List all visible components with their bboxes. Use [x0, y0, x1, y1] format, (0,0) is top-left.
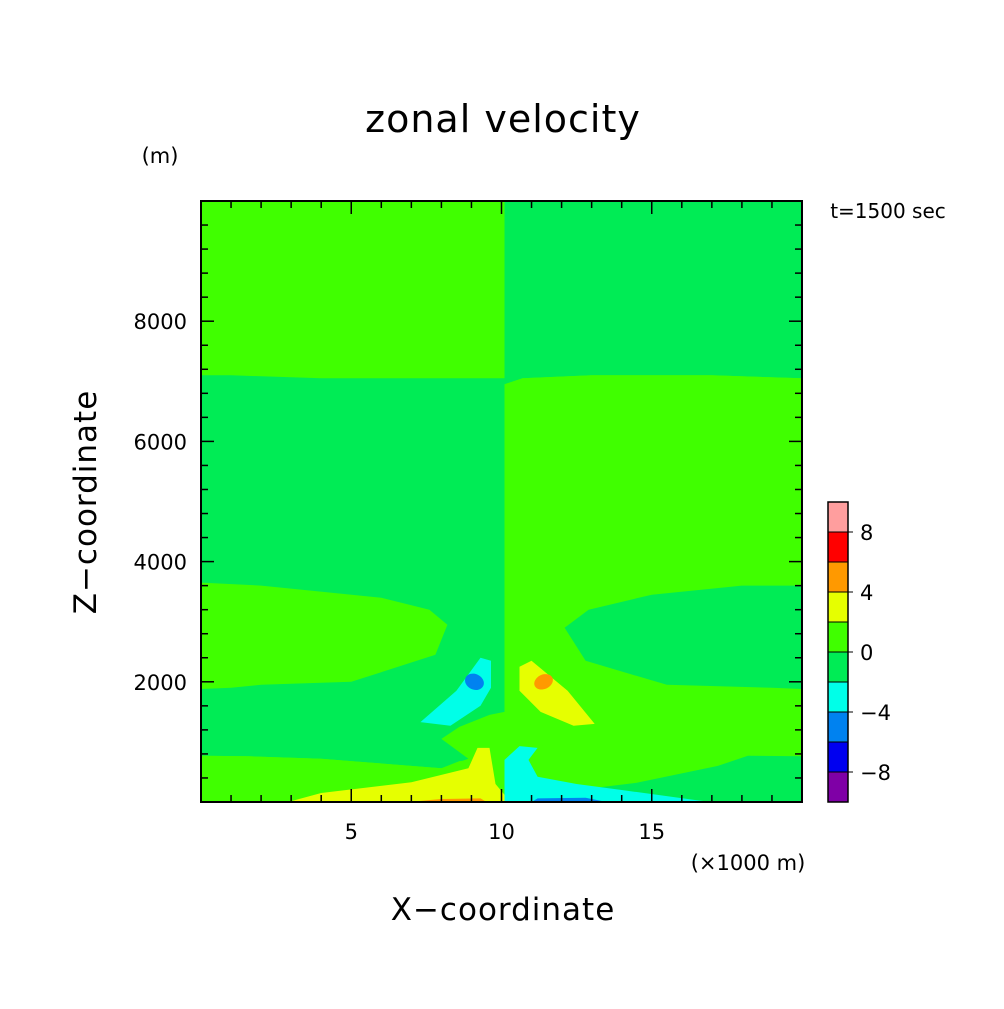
contour-region-0 [201, 201, 505, 379]
colorbar-swatch-9 [827, 501, 849, 533]
colorbar-tick-label-4: 8 [860, 521, 873, 545]
colorbar-swatch-2 [827, 711, 849, 743]
y-axis-title: Z−coordinate [68, 390, 104, 615]
x-unit-label: (×1000 m) [691, 851, 806, 875]
y-tick-label-3: 8000 [134, 310, 187, 334]
time-label: t=1500 sec [830, 199, 946, 223]
colorbar-swatch-7 [827, 561, 849, 593]
colorbar-tick-label-2: 0 [860, 641, 873, 665]
colorbar-swatch-8 [827, 531, 849, 563]
contour-region-5 [564, 585, 802, 689]
contour-region-4 [201, 582, 448, 689]
y-tick-label-2: 6000 [134, 430, 187, 454]
colorbar-swatch-1 [827, 741, 849, 773]
contour-region-11 [531, 797, 607, 802]
x-tick-label-0: 5 [345, 820, 358, 844]
colorbar: −8 −4 0 4 8 [827, 501, 891, 803]
chart-title: zonal velocity [365, 97, 641, 141]
contour-region-15 [534, 674, 553, 690]
contour-region-13 [465, 673, 484, 690]
x-tick-label-2: 15 [638, 820, 665, 844]
x-axis-title: X−coordinate [391, 892, 616, 928]
y-tick-label-0: 2000 [134, 671, 187, 695]
colorbar-swatch-0 [827, 771, 849, 803]
axis-ticks [201, 201, 802, 802]
x-tick-label-1: 10 [488, 820, 515, 844]
contour-region-7 [288, 747, 505, 802]
colorbar-tick-label-3: 4 [860, 581, 873, 605]
y-tick-label-1: 4000 [134, 551, 187, 575]
contour-region-10 [504, 746, 712, 802]
y-unit-label: (m) [142, 144, 179, 168]
colorbar-swatch-6 [827, 591, 849, 623]
colorbar-tick-label-1: −4 [860, 701, 891, 725]
contour-region-1 [504, 201, 802, 385]
axis-tick-labels: 5 10 15 2000 4000 6000 8000 [134, 310, 666, 844]
contour-field [201, 201, 802, 802]
colorbar-swatch-3 [827, 681, 849, 713]
colorbar-swatch-4 [827, 651, 849, 683]
colorbar-tick-label-0: −8 [860, 761, 891, 785]
colorbar-swatch-5 [827, 621, 849, 653]
